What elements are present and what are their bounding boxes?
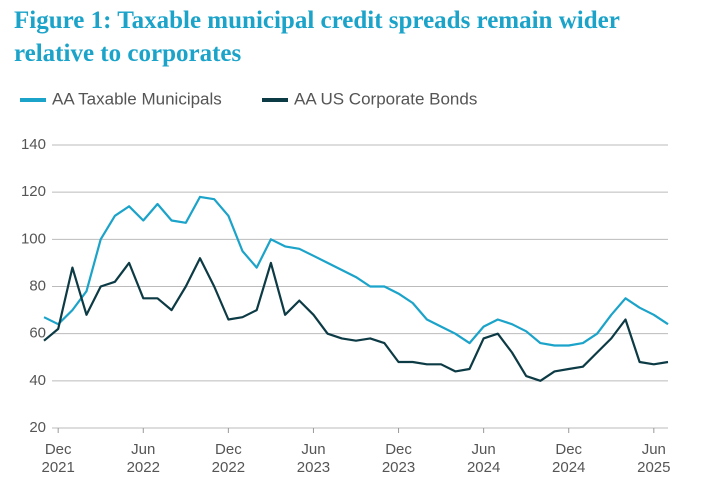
x-tick-label-line: Dec xyxy=(555,441,582,458)
x-tick-label-line: 2023 xyxy=(382,459,415,476)
x-tick-label-line: Jun xyxy=(301,441,325,458)
x-tick-label-line: 2022 xyxy=(127,459,160,476)
legend-label: AA US Corporate Bonds xyxy=(294,89,477,108)
x-tick-label: Jun 2024 xyxy=(467,441,500,476)
y-tick-label: 80 xyxy=(29,277,46,294)
y-tick-label: 60 xyxy=(29,325,46,342)
x-tick-label: Dec 2024 xyxy=(552,441,585,476)
y-tick-label: 120 xyxy=(21,183,46,200)
x-tick-label-line: Jun xyxy=(642,441,666,458)
x-tick-label-line: 2021 xyxy=(41,459,74,476)
x-tick-label: Dec 2021 xyxy=(41,441,74,476)
legend-label: AA Taxable Municipals xyxy=(52,89,222,108)
x-tick-label-line: 2024 xyxy=(552,459,585,476)
x-tick-label-line: Dec xyxy=(45,441,72,458)
y-tick-label: 20 xyxy=(29,419,46,436)
y-tick-label: 100 xyxy=(21,230,46,247)
x-tick-label-line: 2025 xyxy=(637,459,670,476)
x-tick-label-line: Dec xyxy=(385,441,412,458)
series-line xyxy=(43,257,669,382)
x-tick-label-line: 2024 xyxy=(467,459,500,476)
x-tick-label-line: Jun xyxy=(472,441,496,458)
chart-title: Figure 1: Taxable municipal credit sprea… xyxy=(14,7,620,67)
x-tick-label-line: 2022 xyxy=(212,459,245,476)
x-tick-label: Jun 2023 xyxy=(297,441,330,476)
x-tick-label: Jun 2022 xyxy=(127,441,160,476)
y-tick-label: 140 xyxy=(21,136,46,153)
x-tick-label-line: 2023 xyxy=(297,459,330,476)
x-tick-label: Dec 2022 xyxy=(212,441,245,476)
x-tick-label: Jun 2025 xyxy=(637,441,670,476)
series-line xyxy=(43,195,669,347)
y-tick-label: 40 xyxy=(29,372,46,389)
x-tick-label-line: Jun xyxy=(131,441,155,458)
x-tick-label: Dec 2023 xyxy=(382,441,415,476)
x-tick-label-line: Dec xyxy=(215,441,242,458)
